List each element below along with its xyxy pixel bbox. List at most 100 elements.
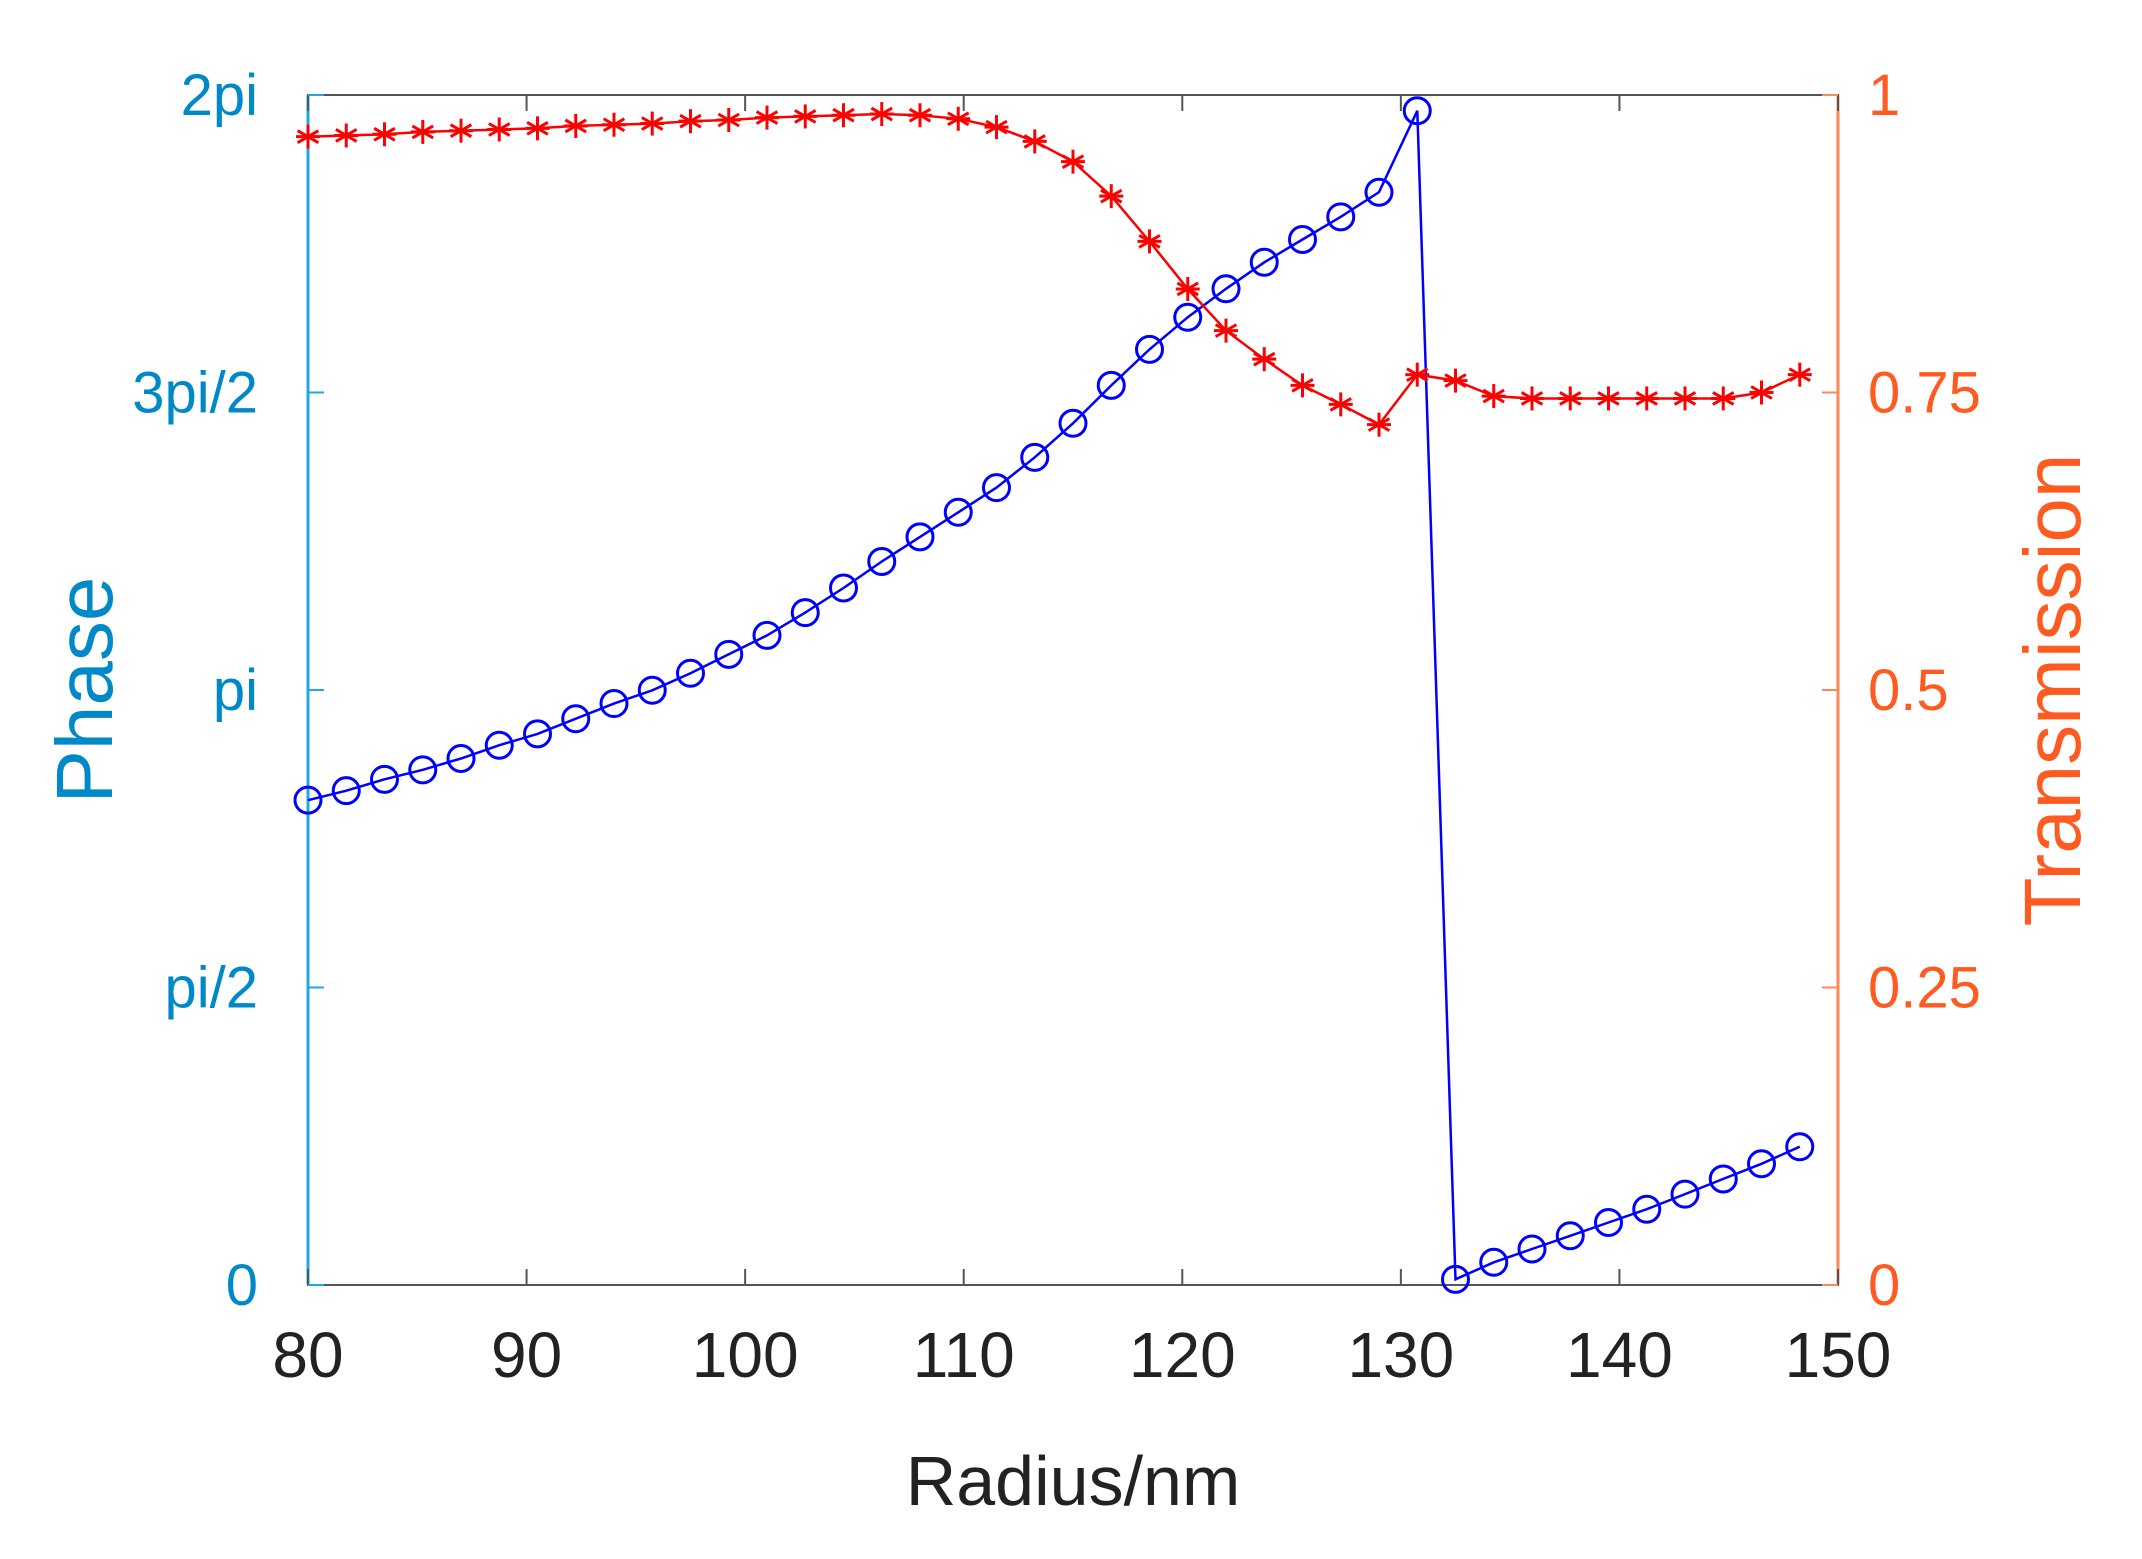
phase-point bbox=[752, 620, 782, 650]
phase-point bbox=[943, 497, 973, 527]
transmission-point bbox=[1061, 149, 1085, 174]
transmission-point bbox=[1443, 368, 1468, 393]
phase-point bbox=[1670, 1179, 1700, 1209]
phase-point bbox=[1632, 1194, 1662, 1224]
phase-point bbox=[1173, 302, 1203, 332]
phase-point bbox=[408, 755, 438, 785]
transmission-point bbox=[1022, 129, 1047, 154]
phase-point bbox=[1135, 334, 1164, 364]
transmission-point bbox=[716, 107, 741, 132]
transmission-point bbox=[831, 103, 856, 128]
phase-series-line bbox=[307, 110, 1801, 1282]
transmission-point bbox=[1673, 386, 1697, 411]
transmission-point bbox=[563, 113, 588, 138]
transmission-point bbox=[1290, 373, 1315, 398]
phase-point bbox=[293, 785, 323, 815]
transmission-point bbox=[449, 118, 473, 143]
transmission-point bbox=[1634, 386, 1659, 411]
transmission-point bbox=[869, 102, 894, 127]
transmission-point bbox=[1558, 386, 1583, 411]
transmission-point bbox=[525, 116, 550, 141]
transmission-point bbox=[1099, 184, 1124, 209]
phase-point bbox=[331, 776, 361, 806]
right-tick-label: 0 bbox=[1868, 1253, 1900, 1318]
transmission-point bbox=[984, 115, 1009, 140]
x-tick-label: 90 bbox=[491, 1319, 562, 1391]
x-tick-label: 130 bbox=[1347, 1319, 1454, 1391]
left-tick-label: pi/2 bbox=[164, 956, 258, 1021]
right-tick-label: 0.75 bbox=[1868, 361, 1981, 426]
phase-point bbox=[370, 764, 399, 794]
phase-point bbox=[1058, 408, 1088, 438]
phase-point bbox=[829, 573, 858, 603]
transmission-point bbox=[1596, 386, 1621, 411]
transmission-point bbox=[793, 104, 818, 129]
transmission-point bbox=[908, 103, 932, 128]
phase-point bbox=[905, 522, 935, 552]
phase-point bbox=[484, 730, 514, 760]
x-axis-title: Radius/nm bbox=[906, 1442, 1241, 1520]
phase-point bbox=[1517, 1234, 1547, 1264]
left-tick-label: 0 bbox=[226, 1253, 258, 1318]
transmission-point bbox=[1328, 392, 1353, 417]
phase-point bbox=[1479, 1247, 1509, 1277]
right-axis-title: Transmission bbox=[2008, 454, 2097, 927]
phase-point bbox=[714, 639, 744, 669]
phase-point bbox=[1441, 1264, 1470, 1294]
transmission-point bbox=[678, 109, 703, 134]
transmission-point bbox=[1214, 318, 1238, 343]
left-tick-label: 2pi bbox=[181, 63, 258, 128]
phase-point bbox=[523, 719, 552, 749]
phase-point bbox=[1785, 1132, 1815, 1162]
transmission-point bbox=[1175, 276, 1200, 301]
transmission-point bbox=[1520, 386, 1544, 411]
transmission-series-line bbox=[307, 112, 1801, 427]
phase-point bbox=[637, 675, 667, 705]
transmission-point bbox=[1405, 362, 1430, 387]
x-tick-label: 100 bbox=[692, 1319, 799, 1391]
phase-point bbox=[1249, 247, 1279, 277]
x-tick-label: 150 bbox=[1785, 1319, 1892, 1391]
transmission-point bbox=[1252, 347, 1277, 372]
phase-point bbox=[1288, 225, 1317, 255]
phase-point bbox=[676, 658, 705, 688]
right-tick-label: 0.5 bbox=[1868, 658, 1949, 723]
transmission-point bbox=[1367, 412, 1391, 437]
left-tick-label: pi bbox=[213, 658, 258, 723]
transmission-point bbox=[1749, 380, 1774, 405]
phase-point bbox=[1708, 1164, 1738, 1194]
phase-point bbox=[1020, 442, 1050, 472]
transmission-point bbox=[1137, 229, 1162, 254]
transmission-point bbox=[296, 124, 320, 149]
phase-point bbox=[1096, 370, 1126, 400]
x-tick-label: 110 bbox=[913, 1319, 1015, 1391]
transmission-point bbox=[946, 106, 971, 131]
phase-point bbox=[599, 689, 629, 719]
phase-point bbox=[446, 743, 476, 773]
transmission-point bbox=[487, 117, 512, 142]
transmission-point bbox=[1711, 386, 1736, 411]
phase-point bbox=[1211, 274, 1241, 304]
phase-point bbox=[1594, 1207, 1623, 1237]
phase-point bbox=[867, 547, 897, 577]
phase-point bbox=[1364, 177, 1394, 207]
plot-frame bbox=[307, 94, 1839, 1286]
x-tick-label: 120 bbox=[1129, 1319, 1236, 1391]
transmission-point bbox=[640, 111, 665, 136]
x-tick-label: 140 bbox=[1566, 1319, 1673, 1391]
transmission-point bbox=[602, 112, 626, 137]
left-tick-label: 3pi/2 bbox=[132, 360, 258, 425]
left-axis-title: Phase bbox=[40, 577, 129, 804]
transmission-point bbox=[1481, 384, 1506, 409]
right-tick-label: 1 bbox=[1868, 63, 1900, 128]
x-tick-label: 80 bbox=[272, 1319, 343, 1391]
transmission-point bbox=[410, 119, 435, 144]
right-tick-label: 0.25 bbox=[1868, 956, 1981, 1021]
phase-point bbox=[1747, 1149, 1776, 1179]
phase-point bbox=[561, 704, 591, 734]
transmission-point bbox=[334, 123, 359, 148]
phase-point bbox=[1326, 202, 1356, 232]
phase-point bbox=[1402, 96, 1432, 126]
phase-point bbox=[790, 598, 820, 628]
